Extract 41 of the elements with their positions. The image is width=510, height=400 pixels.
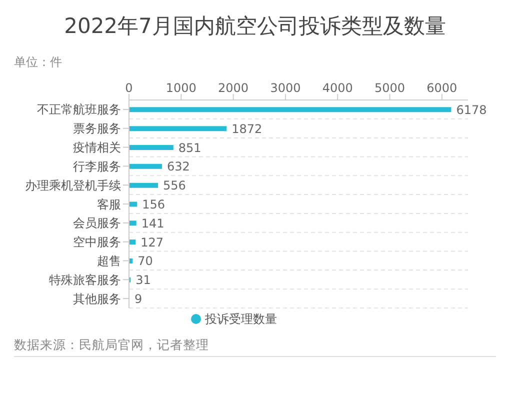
data-label: 127	[140, 235, 164, 250]
bar	[129, 107, 452, 112]
x-tick-label: 2000	[218, 81, 249, 95]
y-tick-label: 客服	[97, 197, 121, 212]
y-tick-label: 其他服务	[73, 292, 121, 306]
x-tick-label: 1000	[166, 81, 196, 95]
bar	[129, 145, 174, 150]
y-tick-label: 疫情相关	[73, 140, 121, 155]
bar	[129, 182, 158, 188]
y-tick-label: 超售	[97, 254, 121, 268]
data-label: 6178	[456, 102, 487, 117]
bar	[129, 126, 227, 132]
x-tick-label: 6000	[426, 81, 458, 95]
data-label: 556	[163, 178, 186, 193]
data-label: 31	[136, 273, 151, 288]
bar	[129, 202, 138, 207]
y-tick-label: 空中服务	[73, 235, 121, 250]
x-tick-label: 4000	[322, 81, 353, 95]
data-label: 70	[138, 254, 153, 268]
data-label: 632	[166, 160, 190, 174]
data-label: 851	[178, 140, 202, 155]
chart-title: 2022年7月国内航空公司投诉类型及数量	[63, 13, 447, 40]
y-tick-label: 办理乘机登机手续	[25, 178, 121, 192]
y-tick-label: 会员服务	[73, 216, 121, 230]
legend-label: 投诉受理数量	[205, 312, 277, 326]
bar	[129, 164, 162, 169]
data-label: 9	[134, 292, 142, 306]
x-tick-label: 0	[125, 81, 133, 95]
bar	[129, 240, 136, 245]
y-tick-label: 不正常航班服务	[37, 102, 121, 117]
y-tick-label: 票务服务	[73, 122, 121, 136]
x-tick-label: 5000	[374, 81, 406, 95]
y-tick-label: 行李服务	[73, 159, 121, 174]
bar	[129, 220, 136, 226]
data-label: 156	[142, 197, 166, 212]
x-tick-label: 3000	[270, 81, 301, 95]
chart-subtitle: 单位：件	[14, 54, 62, 71]
y-tick-label: 特殊旅客服务	[49, 272, 121, 287]
source-note: 数据来源：民航局官网，记者整理	[14, 337, 209, 354]
data-label: 1872	[232, 122, 262, 136]
data-label: 141	[141, 216, 164, 230]
